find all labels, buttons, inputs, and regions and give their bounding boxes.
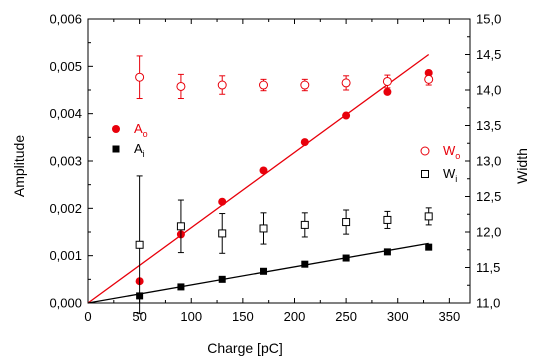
- x-tick-label: 0: [84, 309, 91, 324]
- y-right-tick-label: 14,5: [476, 47, 501, 62]
- x-tick-label: 100: [180, 309, 202, 324]
- legend-marker-filled-circle: [112, 125, 120, 133]
- data-point-open-square: [135, 240, 144, 249]
- data-point-open-circle: [424, 74, 434, 84]
- y-left-tick-label: 0,003: [49, 154, 82, 169]
- legend: Ao Ai Wo Wi: [112, 121, 460, 184]
- data-point-open-square: [424, 212, 433, 221]
- data-point-filled-square: [301, 260, 309, 268]
- data-point-open-square: [342, 218, 351, 227]
- x-tick-label: 300: [387, 309, 409, 324]
- y-right-tick-label: 13,0: [476, 154, 501, 169]
- fit-line: [87, 53, 430, 304]
- data-point-open-square: [259, 224, 268, 233]
- y-left-tick-label: 0,006: [49, 12, 82, 27]
- x-axis-title: Charge [pC]: [207, 340, 282, 356]
- legend-marker-open-circle: [420, 146, 430, 156]
- legend-marker-filled-square: [112, 145, 120, 153]
- x-tick-label: 150: [232, 309, 254, 324]
- y-right-tick-label: 15,0: [476, 12, 501, 27]
- x-tick-label: 350: [438, 309, 460, 324]
- y-right-tick-label: 11,0: [476, 296, 500, 311]
- data-point-filled-square: [342, 254, 350, 262]
- x-tick-label: 50: [132, 309, 146, 324]
- x-tick-label: 250: [335, 309, 357, 324]
- legend-marker-open-square: [421, 170, 429, 178]
- data-point-filled-square: [218, 275, 226, 283]
- y-left-tick-label: 0,005: [49, 59, 82, 74]
- data-point-open-circle: [217, 80, 227, 90]
- y-left-tick-label: 0,002: [49, 201, 82, 216]
- data-point-open-circle: [135, 72, 145, 82]
- data-point-open-circle: [382, 76, 392, 86]
- data-point-open-circle: [259, 80, 269, 90]
- y-right-tick-label: 12,0: [476, 225, 501, 240]
- data-point-open-circle: [300, 80, 310, 90]
- data-point-open-circle: [341, 78, 351, 88]
- y-left-tick-label: 0,004: [49, 106, 82, 121]
- x-tick-label: 200: [284, 309, 306, 324]
- data-point-open-square: [300, 220, 309, 229]
- data-point-open-square: [218, 229, 227, 238]
- legend-label: Ao: [134, 121, 148, 139]
- legend-label: Wo: [443, 143, 460, 161]
- data-point-filled-square: [177, 283, 185, 291]
- data-point-filled-circle: [342, 111, 351, 120]
- y-left-tick-label: 0,000: [49, 296, 82, 311]
- y-left-tick-label: 0,001: [49, 248, 82, 263]
- y-axis-title-left: Amplitude: [11, 135, 27, 197]
- data-point-filled-square: [383, 248, 391, 256]
- data-point-filled-circle: [218, 197, 227, 206]
- data-point-filled-circle: [383, 87, 392, 96]
- data-point-filled-circle: [300, 138, 309, 147]
- data-point-filled-circle: [424, 68, 433, 77]
- y-right-tick-label: 14,0: [476, 83, 501, 98]
- data-point-filled-circle: [259, 166, 268, 175]
- legend-label: Wi: [443, 166, 457, 184]
- data-marks: [135, 55, 434, 315]
- y-right-tick-label: 12,5: [476, 189, 501, 204]
- legend-label: Ai: [134, 141, 145, 159]
- axes-frame: 0 50 100 150 200 250 300 350 0,000 0,001 0,002 0,00…: [49, 12, 501, 325]
- plot-frame: [87, 18, 471, 304]
- fit-line: [87, 242, 429, 304]
- data-point-filled-square: [425, 243, 433, 251]
- data-point-open-circle: [176, 81, 186, 91]
- data-point-filled-square: [260, 267, 268, 275]
- y-right-tick-label: 13,5: [476, 118, 501, 133]
- y-axis-title-right: Width: [514, 148, 530, 184]
- fit-lines: [87, 53, 430, 304]
- y-right-tick-label: 11,5: [476, 260, 500, 275]
- data-point-open-square: [383, 215, 392, 224]
- data-point-open-square: [176, 222, 185, 231]
